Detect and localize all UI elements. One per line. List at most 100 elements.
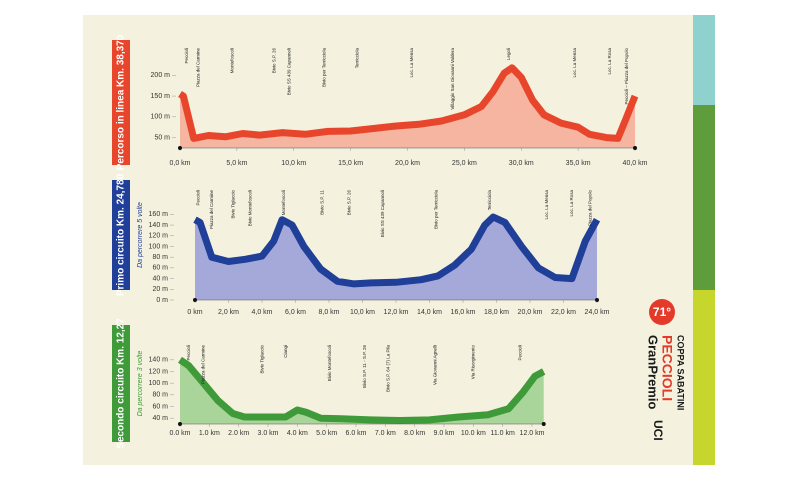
x-tick-label: 20,0 km: [518, 309, 543, 316]
y-tick-label: 80 m: [152, 392, 168, 399]
branding: 71° GranPremio PECCIOLI COPPA SABATINI U…: [646, 299, 686, 441]
place-label: Peccioli: [186, 345, 191, 361]
chart-title: Percorso in linea Km. 38,370: [116, 34, 127, 170]
place-label: Peccioli: [196, 190, 201, 206]
y-tick-label: 150 m: [151, 93, 171, 100]
x-tick-label: 1.0 km: [199, 430, 220, 437]
x-tick-label: 2.0 km: [228, 430, 249, 437]
place-label: Bivio Tiglaccio: [231, 190, 236, 219]
place-label: Bivio SS 439 Capannoli: [380, 190, 385, 237]
y-tick-label: 160 m: [149, 211, 169, 218]
place-label: Piazza del Carmine: [195, 48, 200, 88]
start-dot: [178, 422, 182, 426]
x-tick-label: 12,0 km: [384, 309, 409, 316]
elevation-line: [178, 64, 639, 142]
place-label: Loc. La Mensa: [409, 48, 414, 78]
place-label: Via Giovanni Agnelli: [432, 345, 437, 385]
federation: UCI: [651, 420, 665, 441]
x-tick-label: 6.0 km: [345, 430, 366, 437]
x-tick-label: 25,0 km: [452, 160, 477, 167]
y-tick-label: 140 m: [149, 357, 169, 364]
y-tick-label: 120 m: [149, 368, 169, 375]
x-tick-label: 11.0 km: [490, 430, 515, 437]
x-tick-label: 0,0 km: [169, 160, 190, 167]
place-label: Loc. La Rosa: [607, 48, 612, 75]
title-box: [112, 40, 130, 165]
elevation-area: [180, 359, 544, 424]
strip-lime: [693, 290, 715, 465]
end-dot: [595, 298, 599, 302]
place-label: Terricciola: [355, 48, 360, 69]
place-label: Loc. La Mensa: [572, 48, 577, 78]
chart-subtitle: Da percorrere 5 volte: [137, 202, 144, 268]
x-tick-label: 40,0 km: [623, 160, 648, 167]
chart-title: Primo circuito Km. 24,780: [116, 173, 127, 296]
place-label: Piazza del Popolo: [587, 190, 592, 227]
x-tick-label: 10,0 km: [281, 160, 306, 167]
y-tick-label: 200 m: [151, 72, 171, 79]
place-label: Bivio S.P. 26: [346, 190, 351, 216]
x-tick-label: 35,0 km: [566, 160, 591, 167]
x-tick-label: 2,0 km: [218, 309, 239, 316]
place-label: Peccioli: [517, 345, 522, 361]
x-tick-label: 8.0 km: [404, 430, 425, 437]
x-tick-label: 9.0 km: [433, 430, 454, 437]
place-label: Bivio per Terricciola: [433, 190, 438, 229]
place-label: Bivio S.P. 11: [319, 190, 324, 215]
cup: COPPA SABATINI: [676, 335, 686, 410]
x-tick-label: 4,0 km: [251, 309, 272, 316]
place-label: Via Risorgimento: [471, 345, 476, 380]
y-tick-label: 0 m: [156, 297, 168, 304]
end-dot: [633, 146, 637, 150]
y-tick-label: 40 m: [152, 275, 168, 282]
place-label: Legoli: [506, 48, 511, 60]
place-label: Montefoscoli: [281, 190, 286, 215]
edition-badge: [649, 299, 675, 325]
place-label: Bivio Montefoscoli: [247, 190, 252, 226]
x-tick-label: 10.0 km: [461, 430, 486, 437]
x-tick-label: 20,0 km: [395, 160, 420, 167]
x-tick-label: 12.0 km: [520, 430, 545, 437]
y-tick-label: 120 m: [149, 233, 169, 240]
y-tick-label: 20 m: [152, 286, 168, 293]
strip-green: [693, 105, 715, 290]
x-tick-label: 4.0 km: [287, 430, 308, 437]
place-label: Peccioli – Piazza del Popolo: [624, 48, 629, 105]
strip-teal: [693, 15, 715, 105]
chart-title: Secondo circuito Km. 12,27: [116, 318, 127, 449]
start-dot: [178, 146, 182, 150]
chart-subtitle: Da percorrere 3 volte: [137, 351, 144, 417]
x-tick-label: 6,0 km: [285, 309, 306, 316]
x-tick-label: 7.0 km: [375, 430, 396, 437]
x-tick-label: 14,0 km: [417, 309, 442, 316]
elevation-line: [193, 213, 601, 288]
place-label: Villaggio San Giovanni Valdera: [450, 48, 455, 110]
y-tick-label: 60 m: [152, 265, 168, 272]
place-label: Bivio Tiglaccio: [259, 345, 264, 374]
title-box: [112, 180, 130, 290]
x-tick-label: 10,0 km: [350, 309, 375, 316]
x-tick-label: 3.0 km: [257, 430, 278, 437]
y-tick-label: 40 m: [152, 415, 168, 422]
event: GranPremio: [646, 335, 661, 409]
place-label: Terricciola: [487, 190, 492, 211]
place-label: Ciangi: [283, 345, 288, 358]
place-label: Bivio SS 439 Capannoli: [286, 48, 291, 95]
y-tick-label: 60 m: [152, 403, 168, 410]
x-tick-label: 5.0 km: [316, 430, 337, 437]
elevation-line: [178, 356, 546, 424]
x-tick-label: 15,0 km: [338, 160, 363, 167]
place-label: Loc. La Mensa: [544, 190, 549, 220]
y-tick-label: 140 m: [149, 222, 169, 229]
town: PECCIOLI: [659, 335, 675, 401]
poster: [83, 15, 715, 465]
x-tick-label: 30,0 km: [509, 160, 534, 167]
x-tick-label: 18,0 km: [484, 309, 509, 316]
place-label: Piazza del Carmine: [209, 190, 214, 230]
place-label: Loc. La Rosa: [569, 190, 574, 217]
place-label: Bivio Montefoscoli: [327, 345, 332, 381]
end-dot: [541, 422, 546, 426]
x-tick-label: 8,0 km: [318, 309, 339, 316]
edition: 71°: [653, 305, 671, 319]
